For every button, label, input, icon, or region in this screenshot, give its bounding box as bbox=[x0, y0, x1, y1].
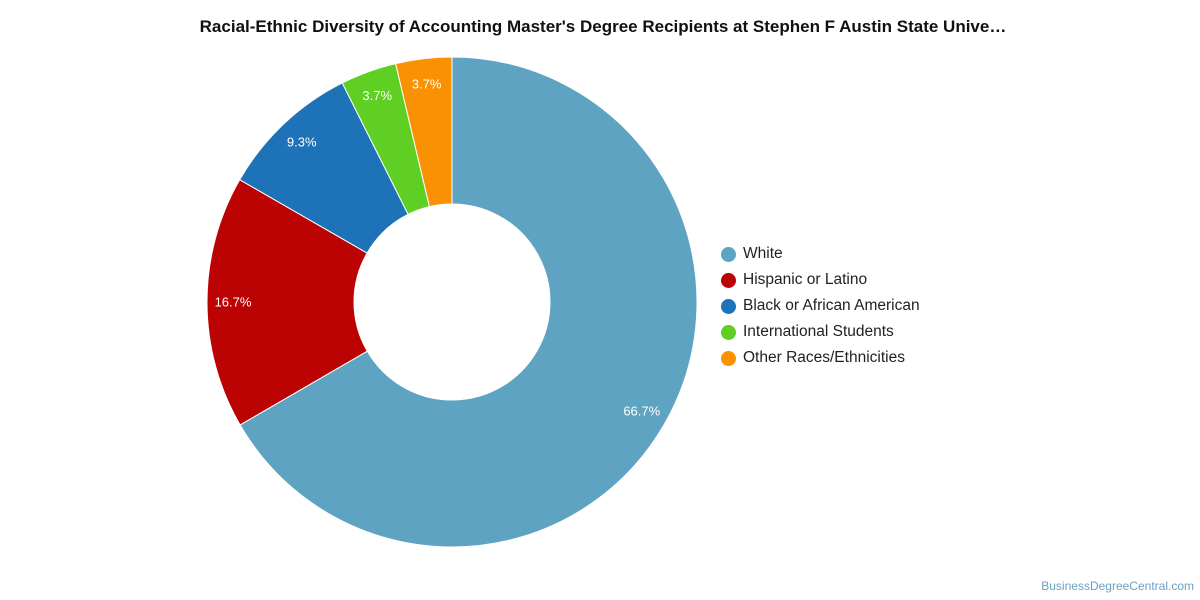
slice-labels: 66.7% 16.7% 9.3% 3.7% 3.7% bbox=[215, 76, 661, 418]
slice-label-white: 66.7% bbox=[623, 403, 660, 418]
chart-legend: White Hispanic or Latino Black or African … bbox=[721, 241, 920, 371]
legend-marker bbox=[721, 324, 736, 340]
legend-label: White bbox=[743, 245, 783, 262]
slice-label-hispanic-or-latino: 16.7% bbox=[215, 294, 252, 309]
legend-marker bbox=[721, 350, 736, 366]
legend-label: Black or African American bbox=[743, 297, 920, 314]
legend-marker bbox=[721, 298, 736, 314]
slice-label-black-or-african-american: 9.3% bbox=[287, 135, 317, 150]
slice-white[interactable] bbox=[239, 56, 698, 548]
legend-item-other-races-ethnicities[interactable]: Other Races/Ethnicities bbox=[721, 345, 920, 371]
slice-label-international-students: 3.7% bbox=[362, 88, 392, 103]
chart-title: Racial-Ethnic Diversity of Accounting Ma… bbox=[199, 17, 1007, 36]
legend-label: International Students bbox=[743, 323, 894, 340]
legend-item-white[interactable]: White bbox=[721, 241, 920, 267]
source-credit[interactable]: BusinessDegreeCentral.com bbox=[1041, 579, 1194, 593]
legend-marker bbox=[721, 272, 736, 288]
slice-other-races-ethnicities[interactable] bbox=[395, 56, 453, 208]
donut-slices bbox=[206, 56, 698, 548]
legend-marker bbox=[721, 246, 736, 262]
legend-label: Other Races/Ethnicities bbox=[743, 349, 905, 366]
legend-label: Hispanic or Latino bbox=[743, 271, 868, 288]
slice-hispanic-or-latino[interactable] bbox=[206, 179, 368, 426]
legend-item-black-or-african-american[interactable]: Black or African American bbox=[721, 293, 920, 319]
legend-item-international-students[interactable]: International Students bbox=[721, 319, 920, 345]
slice-label-other-races-ethnicities: 3.7% bbox=[412, 76, 442, 91]
legend-item-hispanic-or-latino[interactable]: Hispanic or Latino bbox=[721, 267, 920, 293]
